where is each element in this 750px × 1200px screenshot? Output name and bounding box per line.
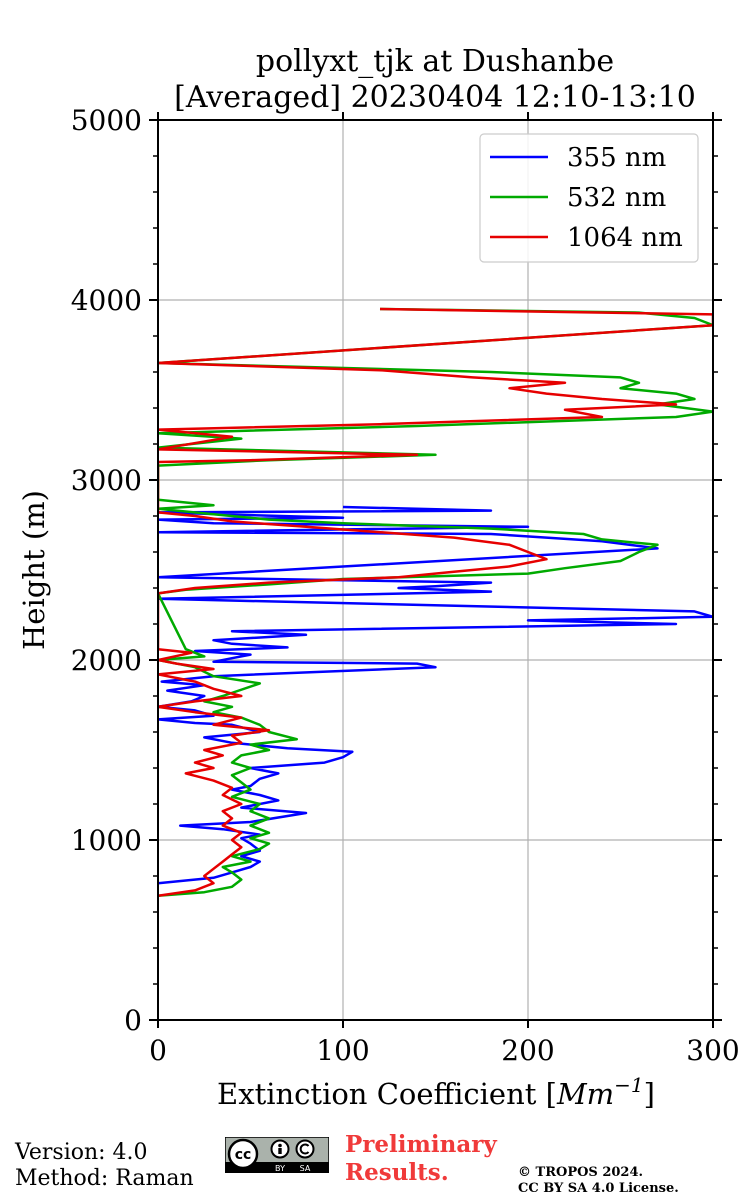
x-tick-label: 200 (501, 1034, 554, 1067)
y-tick-label: 4000 (71, 284, 142, 317)
badge-sa-text: SA (300, 1164, 311, 1173)
cc-circle-icon (227, 1138, 259, 1170)
y-tick-label: 3000 (71, 464, 142, 497)
y-tick-label: 5000 (71, 104, 142, 137)
y-tick-label: 2000 (71, 644, 142, 677)
cc-badge-text: cc (235, 1147, 252, 1163)
x-axis-label: Extinction Coefficient [Mm−1] (217, 1073, 655, 1111)
cc-license-badge[interactable]: cc BY SA (225, 1137, 329, 1173)
x-tick-label: 100 (316, 1034, 369, 1067)
legend-label: 1064 nm (567, 223, 683, 253)
copyright-line1: © TROPOS 2024. (518, 1165, 644, 1180)
plot-frame (157, 119, 714, 1021)
grid-lines (158, 120, 713, 1020)
series-line-1064-nm (158, 307, 713, 898)
y-tick-label: 1000 (71, 824, 142, 857)
preliminary-label-line2: Results. (345, 1159, 449, 1186)
by-person-head (278, 1143, 282, 1148)
preliminary-label-line1: Preliminary (345, 1131, 497, 1158)
x-tick-label: 0 (149, 1034, 167, 1067)
series-line-355-nm (158, 505, 713, 885)
legend-box (479, 133, 699, 263)
extinction-profile-chart: pollyxt_tjk at Dushanbe [Averaged] 20230… (17, 44, 740, 1111)
x-tick-label: 300 (686, 1034, 739, 1067)
y-tick-label: 0 (124, 1004, 142, 1037)
badge-by-text: BY (275, 1164, 285, 1173)
x-axis-label-unit: Mm (556, 1077, 614, 1111)
series-line-532-nm (158, 307, 713, 898)
copyright-line2: CC BY SA 4.0 License. (518, 1181, 679, 1196)
chart-title-line1: pollyxt_tjk at Dushanbe (256, 44, 614, 79)
x-axis-label-prefix: Extinction Coefficient [ (217, 1077, 557, 1111)
method-text: Method: Raman (15, 1166, 194, 1191)
legend: 355 nm 532 nm 1064 nm (479, 133, 699, 263)
y-axis-label: Height (m) (17, 490, 51, 650)
sa-share-icon (295, 1139, 315, 1159)
x-axis-label-exp: −1 (614, 1073, 643, 1097)
series-lines (158, 307, 713, 898)
legend-label: 355 nm (567, 143, 666, 173)
legend-label: 532 nm (567, 183, 666, 213)
version-text: Version: 4.0 (15, 1140, 148, 1165)
sa-share-arc (299, 1143, 310, 1155)
by-person-body (278, 1148, 282, 1154)
x-axis-label-suffix: ] (644, 1077, 655, 1111)
chart-title-line2: [Averaged] 20230404 12:10-13:10 (174, 80, 696, 115)
